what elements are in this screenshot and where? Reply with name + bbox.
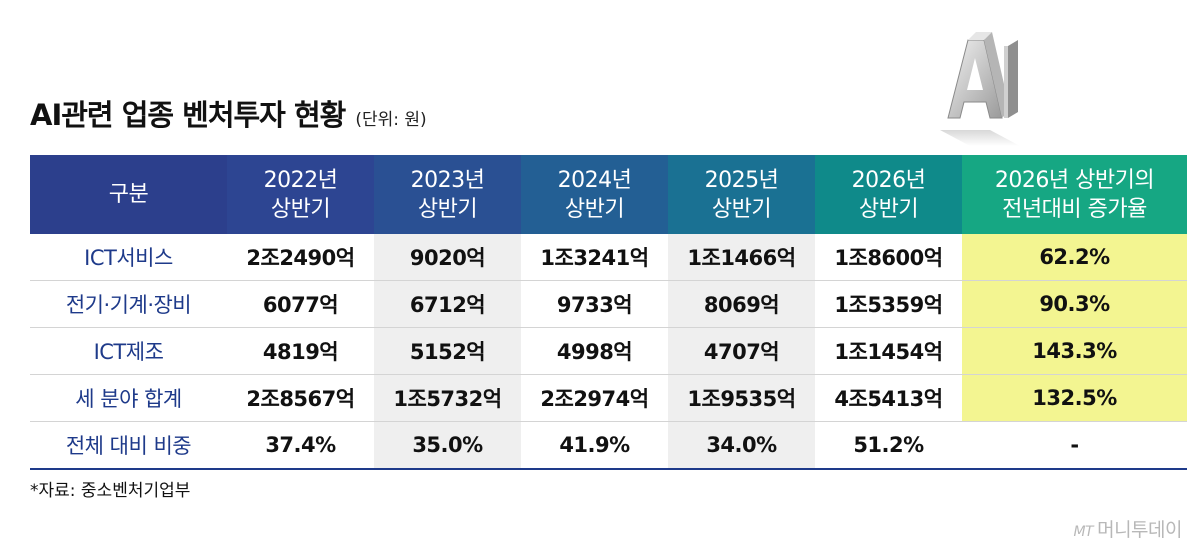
row-label: ICT제조: [30, 327, 227, 375]
table-cell: 4998억: [521, 327, 668, 375]
table-cell: 9020억: [374, 234, 521, 281]
header-category: 구분: [30, 155, 227, 234]
table-cell: 51.2%: [815, 421, 962, 470]
table-cell: 4819억: [227, 327, 374, 375]
table-cell: 41.9%: [521, 421, 668, 470]
growth-rate-cell: 90.3%: [962, 280, 1187, 328]
row-label: 전기·기계·장비: [30, 280, 227, 328]
brand-mark: MT: [1073, 524, 1094, 540]
table-cell: 2조2490억: [227, 234, 374, 281]
table-cell: 4707억: [668, 327, 815, 375]
header-2026: 2026년 상반기: [815, 155, 962, 234]
table-cell: 1조5359억: [815, 280, 962, 328]
growth-rate-cell: 62.2%: [962, 234, 1187, 281]
growth-rate-cell: 143.3%: [962, 327, 1187, 375]
table-row: 전기·기계·장비 6077억 6712억 9733억 8069억 1조5359억…: [30, 280, 1187, 328]
row-label: 전체 대비 비중: [30, 421, 227, 470]
table-row: 세 분야 합계 2조8567억 1조5732억 2조2974억 1조9535억 …: [30, 374, 1187, 422]
investment-table: 구분 2022년 상반기 2023년 상반기 2024년 상반기 2025년 상반기 2…: [30, 155, 1187, 470]
table-cell: 35.0%: [374, 421, 521, 470]
table-cell: 4조5413억: [815, 374, 962, 422]
row-label: 세 분야 합계: [30, 374, 227, 422]
table-cell: 1조8600억: [815, 234, 962, 281]
brand-name: 머니투데이: [1097, 519, 1182, 541]
table-cell: 1조5732억: [374, 374, 521, 422]
table-cell: 1조9535억: [668, 374, 815, 422]
table-cell: 6077억: [227, 280, 374, 328]
unit-label: (단위: 원): [355, 110, 427, 130]
table-cell: 8069억: [668, 280, 815, 328]
growth-rate-cell: 132.5%: [962, 374, 1187, 422]
row-label: ICT서비스: [30, 234, 227, 281]
table-cell: 9733억: [521, 280, 668, 328]
table-cell: 2조2974억: [521, 374, 668, 422]
header-2025: 2025년 상반기: [668, 155, 815, 234]
table-cell: 34.0%: [668, 421, 815, 470]
table-row: ICT제조 4819억 5152억 4998억 4707억 1조1454억 14…: [30, 327, 1187, 375]
source-note: *자료: 중소벤처기업부: [30, 481, 191, 501]
table-row: 전체 대비 비중 37.4% 35.0% 41.9% 34.0% 51.2% -: [30, 421, 1187, 470]
page-title: AI관련 업종 벤처투자 현황: [30, 98, 346, 132]
table-cell: 2조8567억: [227, 374, 374, 422]
header-2024: 2024년 상반기: [521, 155, 668, 234]
brand-logo: MT 머니투데이: [1073, 515, 1182, 542]
ai-3d-logo-icon: [940, 32, 1020, 146]
title-block: AI관련 업종 벤처투자 현황 (단위: 원): [30, 92, 427, 134]
table-row: ICT서비스 2조2490억 9020억 1조3241억 1조1466억 1조8…: [30, 234, 1187, 281]
table-cell: 6712억: [374, 280, 521, 328]
header-2022: 2022년 상반기: [227, 155, 374, 234]
header-2023: 2023년 상반기: [374, 155, 521, 234]
header-growth-rate: 2026년 상반기의 전년대비 증가율: [962, 155, 1187, 234]
table-cell: 1조1466억: [668, 234, 815, 281]
table-cell: 37.4%: [227, 421, 374, 470]
table-cell: 1조1454억: [815, 327, 962, 375]
table-cell: 5152억: [374, 327, 521, 375]
growth-rate-cell: -: [962, 421, 1187, 470]
table-cell: 1조3241억: [521, 234, 668, 281]
